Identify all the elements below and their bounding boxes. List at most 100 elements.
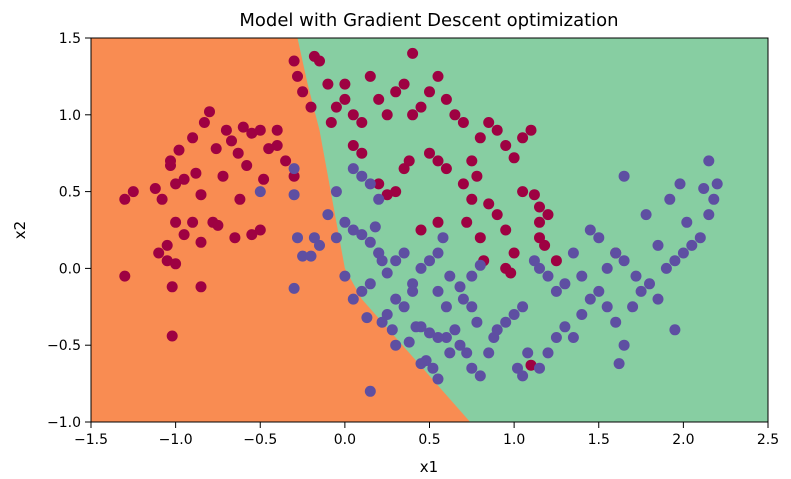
data-point-class1 xyxy=(390,255,402,267)
data-point-class1 xyxy=(550,332,562,343)
data-point-class0 xyxy=(347,109,359,121)
data-point-class0 xyxy=(292,70,303,82)
data-point-class1 xyxy=(542,270,554,282)
data-point-class1 xyxy=(461,347,473,359)
data-point-class1 xyxy=(398,301,410,313)
data-point-class1 xyxy=(415,358,427,370)
data-point-class1 xyxy=(432,373,444,385)
data-point-class0 xyxy=(339,78,351,90)
data-point-class1 xyxy=(708,193,720,205)
data-point-class1 xyxy=(339,270,351,282)
data-point-class1 xyxy=(424,327,435,339)
y-tick-label: 0.5 xyxy=(59,185,81,201)
scatter-points xyxy=(119,47,723,397)
data-point-class1 xyxy=(254,186,266,198)
data-point-class1 xyxy=(390,339,402,351)
data-point-class1 xyxy=(373,247,385,259)
data-point-class0 xyxy=(204,106,215,118)
data-point-class0 xyxy=(415,101,427,113)
data-point-class0 xyxy=(153,247,165,259)
data-point-class1 xyxy=(627,301,639,313)
data-point-class1 xyxy=(454,281,466,293)
data-point-class1 xyxy=(466,362,478,374)
data-point-class0 xyxy=(517,132,529,144)
data-point-class1 xyxy=(288,282,300,294)
data-point-class1 xyxy=(347,293,359,305)
data-point-class0 xyxy=(457,117,469,128)
data-point-class1 xyxy=(610,247,622,259)
data-point-class0 xyxy=(534,232,545,244)
data-point-class1 xyxy=(593,285,605,297)
data-point-class0 xyxy=(198,117,210,128)
data-point-class0 xyxy=(195,281,207,293)
x-tick-label: 2.5 xyxy=(757,432,779,448)
data-point-class0 xyxy=(432,70,444,82)
data-point-class0 xyxy=(212,219,224,231)
data-point-class1 xyxy=(330,232,342,244)
data-point-class0 xyxy=(288,55,300,67)
data-point-class1 xyxy=(686,239,698,251)
data-point-class1 xyxy=(474,259,486,271)
data-point-class0 xyxy=(195,236,207,248)
data-point-class0 xyxy=(517,186,529,198)
data-point-class1 xyxy=(640,209,652,221)
data-point-class1 xyxy=(677,247,689,259)
data-point-class1 xyxy=(364,278,376,290)
data-point-class0 xyxy=(127,186,139,198)
data-point-class1 xyxy=(517,370,529,382)
data-point-class1 xyxy=(576,270,588,282)
data-point-class0 xyxy=(398,78,410,90)
data-point-class1 xyxy=(297,250,309,262)
data-point-class1 xyxy=(369,221,381,233)
data-point-class0 xyxy=(466,193,478,205)
data-point-class0 xyxy=(525,359,537,371)
data-point-class1 xyxy=(630,270,642,282)
data-point-class1 xyxy=(550,285,562,297)
data-point-class1 xyxy=(471,316,483,328)
data-point-class1 xyxy=(491,324,503,336)
data-point-class0 xyxy=(432,216,444,228)
data-point-class0 xyxy=(241,160,253,171)
data-point-class0 xyxy=(288,170,300,182)
data-point-class1 xyxy=(364,385,376,397)
data-point-class0 xyxy=(170,216,182,228)
data-point-class1 xyxy=(381,267,393,279)
data-point-class1 xyxy=(618,170,630,182)
data-point-class0 xyxy=(254,224,266,236)
x-axis-label: x1 xyxy=(420,458,438,476)
data-point-class1 xyxy=(364,236,376,248)
data-point-class1 xyxy=(522,347,534,359)
data-point-class1 xyxy=(698,183,710,194)
data-point-class1 xyxy=(322,209,334,221)
data-point-class0 xyxy=(528,189,540,201)
data-point-class0 xyxy=(119,193,131,205)
x-tick-label: 1.5 xyxy=(588,432,610,448)
data-point-class0 xyxy=(195,189,207,201)
data-point-class1 xyxy=(432,247,444,259)
data-point-class1 xyxy=(330,186,342,198)
data-point-class1 xyxy=(444,270,456,282)
data-point-class1 xyxy=(483,347,495,359)
data-point-class0 xyxy=(246,229,258,241)
data-point-class0 xyxy=(156,193,168,205)
data-point-class1 xyxy=(356,285,368,297)
data-point-class1 xyxy=(584,224,596,236)
data-point-class0 xyxy=(483,198,495,210)
y-tick-label: −0.5 xyxy=(47,338,81,354)
data-point-class0 xyxy=(534,201,545,213)
y-tick-label: 0.0 xyxy=(59,261,81,277)
x-axis: −1.5 −1.0 −0.5 0.0 0.5 1.0 1.5 2.0 2.5 xyxy=(74,422,779,448)
data-point-class0 xyxy=(173,144,185,156)
data-point-class0 xyxy=(149,183,161,194)
data-point-class0 xyxy=(325,117,337,128)
data-point-class1 xyxy=(601,301,613,313)
data-point-class0 xyxy=(166,281,178,293)
data-point-class0 xyxy=(347,140,359,151)
data-point-class1 xyxy=(288,163,300,175)
data-point-class1 xyxy=(660,262,672,274)
data-point-class0 xyxy=(246,127,258,139)
data-point-class1 xyxy=(559,321,571,333)
data-point-class1 xyxy=(457,293,469,305)
data-point-class0 xyxy=(314,55,325,67)
